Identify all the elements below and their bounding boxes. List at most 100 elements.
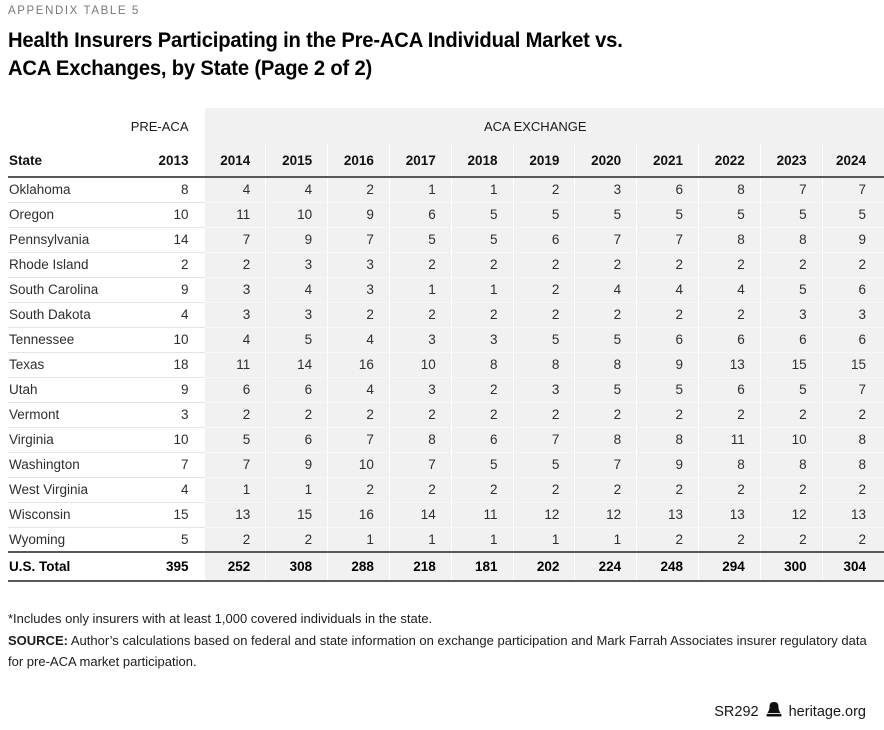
exchange-value-cell: 2: [821, 402, 884, 428]
exchange-value-cell: 8: [759, 452, 823, 478]
exchange-value-cell: 2: [388, 477, 452, 503]
total-exchange-cell: 288: [327, 551, 390, 582]
year-header-2024: 2024: [821, 144, 884, 178]
appendix-label: APPENDIX TABLE 5: [8, 5, 140, 17]
state-cell: Texas: [8, 352, 120, 378]
state-cell: South Dakota: [8, 302, 120, 328]
state-cell: Rhode Island: [8, 252, 120, 278]
pre-aca-value-cell: 15: [120, 502, 204, 528]
exchange-value-cell: 3: [265, 302, 328, 328]
exchange-value-cell: 7: [327, 427, 390, 453]
exchange-value-cell: 3: [759, 302, 823, 328]
exchange-value-cell: 5: [574, 202, 637, 228]
exchange-value-cell: 2: [327, 402, 390, 428]
table-row: Wyoming 5 2 2 1 1 1 1 1 2 2 2 2: [8, 527, 884, 553]
state-cell: Wyoming: [8, 527, 120, 553]
exchange-value-cell: 6: [821, 327, 884, 353]
total-exchange-cell: 294: [698, 551, 761, 582]
exchange-value-cell: 8: [636, 427, 699, 453]
exchange-value-cell: 2: [327, 177, 390, 203]
exchange-value-cell: 3: [265, 252, 328, 278]
pre-aca-value-cell: 18: [120, 352, 204, 378]
exchange-value-cell: 12: [512, 502, 575, 528]
exchange-value-cell: 11: [203, 202, 266, 228]
table-row: Wisconsin 15 13 15 16 14 11 12 12 13 13 12 13: [8, 502, 884, 528]
exchange-value-cell: 2: [636, 252, 699, 278]
exchange-value-cell: 2: [512, 252, 575, 278]
state-cell: Wisconsin: [8, 502, 120, 528]
exchange-value-cell: 4: [327, 377, 390, 403]
exchange-value-cell: 5: [574, 327, 637, 353]
exchange-value-cell: 2: [388, 302, 452, 328]
exchange-value-cell: 5: [450, 452, 514, 478]
exchange-value-cell: 2: [636, 527, 699, 553]
report-id: SR292: [714, 703, 759, 720]
exchange-value-cell: 2: [821, 252, 884, 278]
pre-aca-value-cell: 10: [120, 202, 204, 228]
group-header-row: PRE-ACA ACA EXCHANGE: [8, 108, 884, 144]
exchange-value-cell: 2: [203, 527, 266, 553]
state-cell: Virginia: [8, 427, 120, 453]
liberty-bell-icon: [766, 702, 782, 721]
exchange-value-cell: 3: [821, 302, 884, 328]
exchange-value-cell: 2: [450, 377, 514, 403]
total-exchange-cell: 300: [759, 551, 823, 582]
exchange-value-cell: 5: [512, 202, 575, 228]
total-exchange-cell: 252: [203, 551, 266, 582]
table-row: Oklahoma 8 4 4 2 1 1 2 3 6 8 7 7: [8, 177, 884, 203]
exchange-value-cell: 8: [821, 427, 884, 453]
exchange-value-cell: 5: [759, 377, 823, 403]
state-cell: Vermont: [8, 402, 120, 428]
exchange-value-cell: 1: [265, 477, 328, 503]
year-header-2013: 2013: [120, 144, 204, 178]
exchange-value-cell: 3: [327, 277, 390, 303]
state-cell: Oregon: [8, 202, 120, 228]
total-exchange-cell: 202: [512, 551, 575, 582]
exchange-value-cell: 2: [636, 477, 699, 503]
pre-aca-value-cell: 4: [120, 477, 204, 503]
exchange-value-cell: 7: [574, 452, 637, 478]
exchange-value-cell: 2: [821, 477, 884, 503]
exchange-value-cell: 5: [388, 227, 452, 253]
exchange-value-cell: 6: [512, 227, 575, 253]
exchange-value-cell: 14: [265, 352, 328, 378]
year-header-2019: 2019: [512, 144, 575, 178]
table-row: South Dakota 4 3 3 2 2 2 2 2 2 2 3 3: [8, 302, 884, 328]
exchange-value-cell: 2: [636, 402, 699, 428]
table-row: South Carolina 9 3 4 3 1 1 2 4 4 4 5 6: [8, 277, 884, 303]
exchange-value-cell: 15: [759, 352, 823, 378]
table-row: Texas 18 11 14 16 10 8 8 8 9 13 15 15: [8, 352, 884, 378]
exchange-value-cell: 5: [698, 202, 761, 228]
source-note: SOURCE: Author’s calculations based on f…: [8, 630, 880, 673]
total-exchange-cell: 181: [450, 551, 514, 582]
exchange-value-cell: 2: [512, 302, 575, 328]
pre-aca-value-cell: 3: [120, 402, 204, 428]
exchange-value-cell: 2: [636, 302, 699, 328]
exchange-value-cell: 13: [636, 502, 699, 528]
exchange-value-cell: 7: [574, 227, 637, 253]
exchange-value-cell: 9: [265, 227, 328, 253]
exchange-value-cell: 5: [759, 202, 823, 228]
exchange-value-cell: 10: [327, 452, 390, 478]
exchange-value-cell: 3: [388, 327, 452, 353]
exchange-value-cell: 9: [821, 227, 884, 253]
exchange-value-cell: 2: [759, 477, 823, 503]
exchange-value-cell: 5: [203, 427, 266, 453]
exchange-value-cell: 2: [574, 302, 637, 328]
exchange-value-cell: 4: [265, 177, 328, 203]
exchange-value-cell: 9: [636, 352, 699, 378]
exchange-value-cell: 1: [574, 527, 637, 553]
exchange-value-cell: 1: [388, 177, 452, 203]
exchange-value-cell: 4: [203, 177, 266, 203]
total-exchange-cell: 308: [265, 551, 328, 582]
exchange-value-cell: 13: [698, 502, 761, 528]
pre-aca-value-cell: 9: [120, 277, 204, 303]
exchange-value-cell: 15: [265, 502, 328, 528]
exchange-value-cell: 2: [265, 402, 328, 428]
exchange-value-cell: 1: [327, 527, 390, 553]
year-header-2021: 2021: [636, 144, 699, 178]
exchange-value-cell: 13: [698, 352, 761, 378]
exchange-value-cell: 13: [203, 502, 266, 528]
exchange-value-cell: 2: [759, 252, 823, 278]
